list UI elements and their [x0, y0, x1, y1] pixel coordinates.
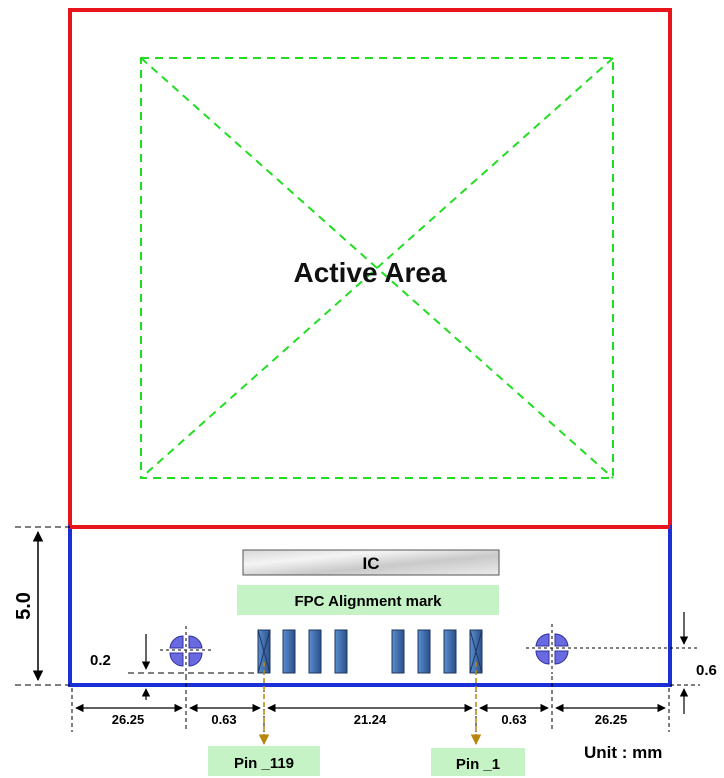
- dimension-gap-left-label: 0.63: [211, 712, 236, 727]
- pin-119-label: Pin _119: [234, 755, 294, 772]
- dimension-height: [15, 526, 70, 686]
- fpc-mark-label: FPC Alignment mark: [295, 593, 443, 610]
- dimension-edge-left-label: 26.25: [112, 712, 145, 727]
- pin-1-label: Pin _1: [456, 756, 500, 773]
- dimension-chain: [71, 676, 670, 732]
- dimension-gap-right-label: 0.63: [501, 712, 526, 727]
- dimension-mark-offset-right-label: 0.6: [696, 662, 717, 679]
- dimension-mark-offset-left: [128, 634, 256, 700]
- alignment-mark-right-icon: [526, 624, 700, 674]
- ic-label: IC: [363, 554, 380, 573]
- active-area-label: Active Area: [293, 257, 446, 288]
- fpc-mark-callout: [237, 585, 499, 615]
- unit-label: Unit : mm: [584, 743, 662, 762]
- active-area: [140, 57, 614, 479]
- pin-119-callout: [208, 746, 320, 776]
- dimension-height-label: 5.0: [13, 592, 35, 620]
- pin-1-callout: [431, 748, 525, 776]
- dimension-edge-right-label: 26.25: [595, 712, 628, 727]
- ic-chip: [242, 549, 500, 576]
- alignment-mark-left-icon: [160, 626, 214, 676]
- dimension-mark-offset-right: [670, 612, 700, 714]
- pad-group-right: [391, 629, 483, 674]
- pad-group-left: [257, 629, 348, 674]
- dimension-pin-span-label: 21.24: [354, 712, 387, 727]
- dimension-mark-offset-left-label: 0.2: [90, 652, 111, 669]
